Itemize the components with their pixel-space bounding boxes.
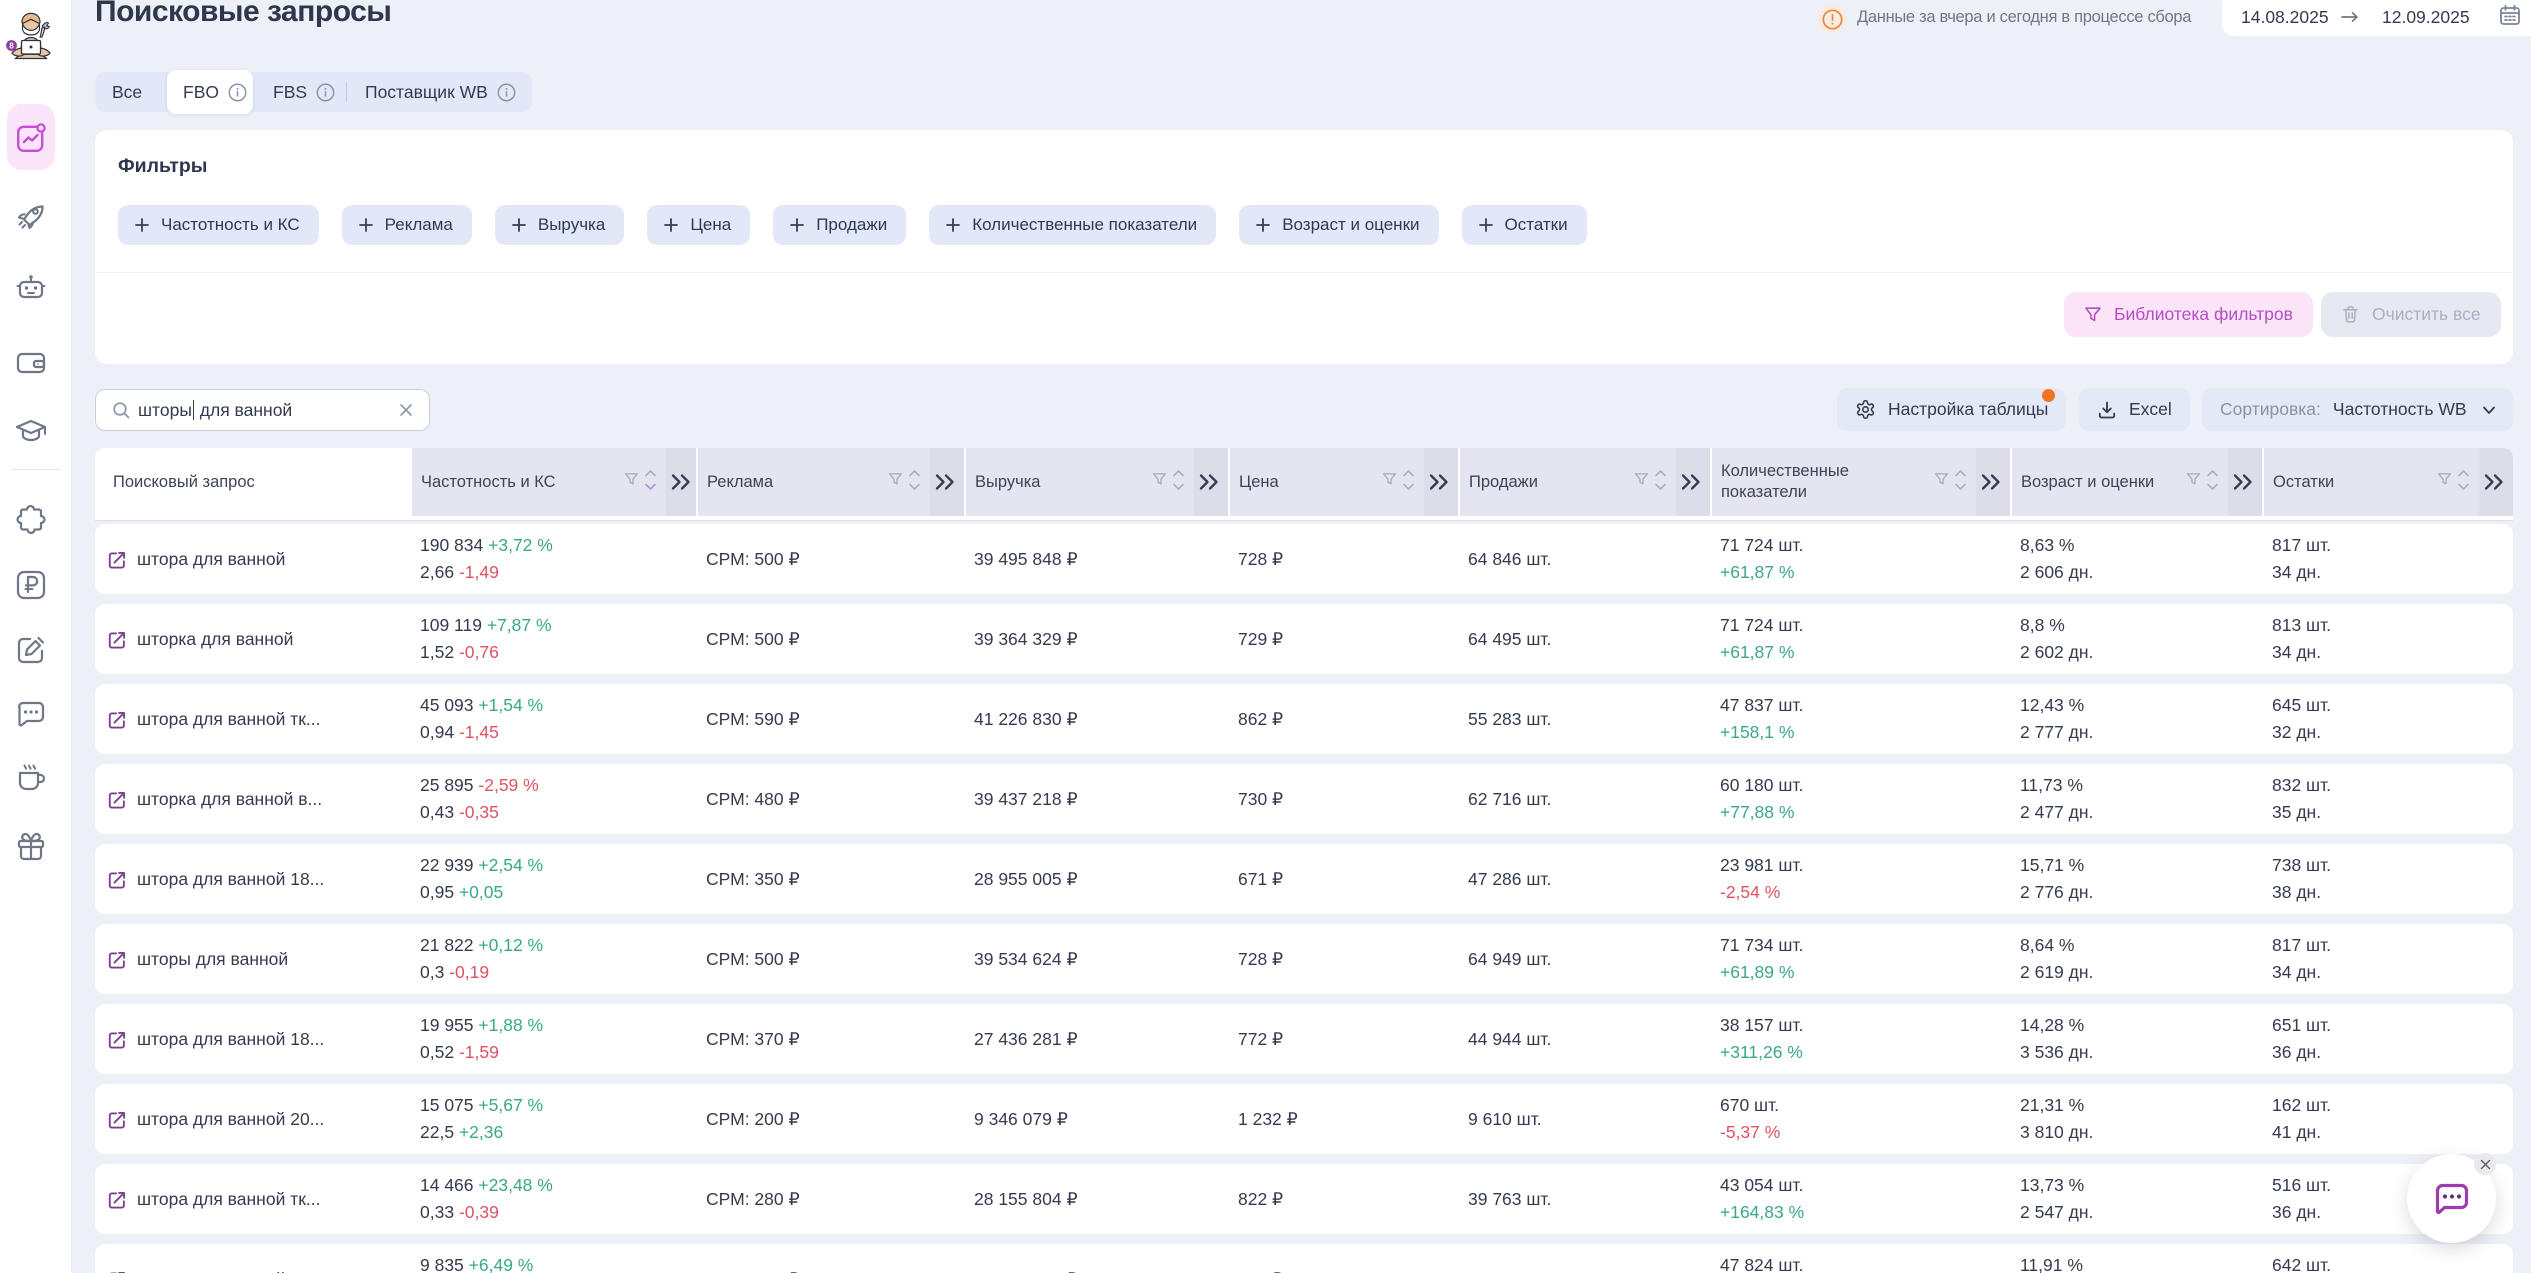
svg-text:8: 8 <box>9 41 14 50</box>
